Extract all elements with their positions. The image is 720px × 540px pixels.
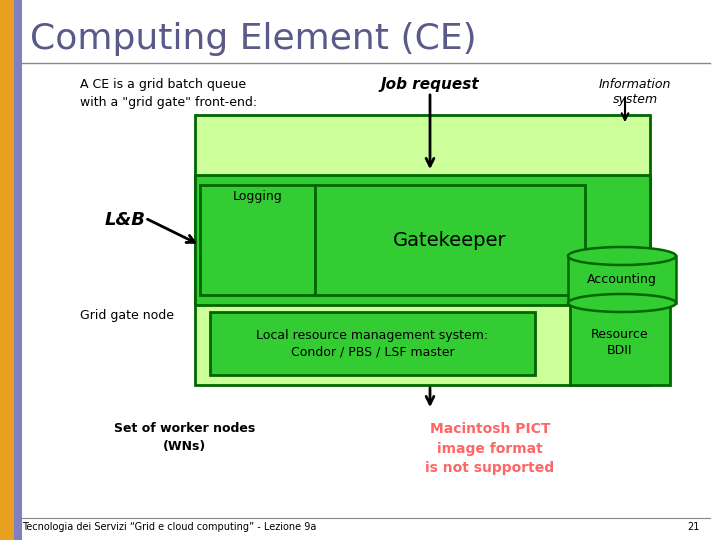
Bar — [195, 115, 650, 385]
Bar — [195, 175, 650, 305]
Text: Local resource management system:
Condor / PBS / LSF master: Local resource management system: Condor… — [256, 328, 489, 359]
Ellipse shape — [568, 294, 676, 312]
Bar — [570, 300, 670, 385]
Text: Macintosh PICT
image format
is not supported: Macintosh PICT image format is not suppo… — [426, 422, 554, 475]
Text: Gatekeeper: Gatekeeper — [393, 231, 507, 249]
Bar — [315, 185, 585, 295]
Text: Computing Element (CE): Computing Element (CE) — [30, 22, 477, 56]
Text: Information
system: Information system — [599, 78, 671, 106]
Text: Set of worker nodes
(WNs): Set of worker nodes (WNs) — [114, 422, 256, 453]
Bar — [14, 0, 22, 540]
Text: A CE is a grid batch queue
with a "grid gate" front-end:: A CE is a grid batch queue with a "grid … — [80, 78, 257, 109]
Text: Accounting: Accounting — [587, 273, 657, 286]
Bar — [0, 0, 14, 540]
Text: 21: 21 — [688, 522, 700, 532]
Text: Job request: Job request — [381, 77, 480, 92]
Text: Resource
BDII: Resource BDII — [591, 328, 649, 356]
Text: L&B: L&B — [105, 211, 146, 229]
Bar — [200, 185, 315, 295]
Text: Logging: Logging — [233, 190, 282, 203]
Bar — [568, 256, 676, 303]
Bar — [210, 312, 535, 375]
Text: Grid gate node: Grid gate node — [80, 308, 174, 321]
Text: Tecnologia dei Servizi “Grid e cloud computing” - Lezione 9a: Tecnologia dei Servizi “Grid e cloud com… — [22, 522, 316, 532]
Ellipse shape — [568, 247, 676, 265]
